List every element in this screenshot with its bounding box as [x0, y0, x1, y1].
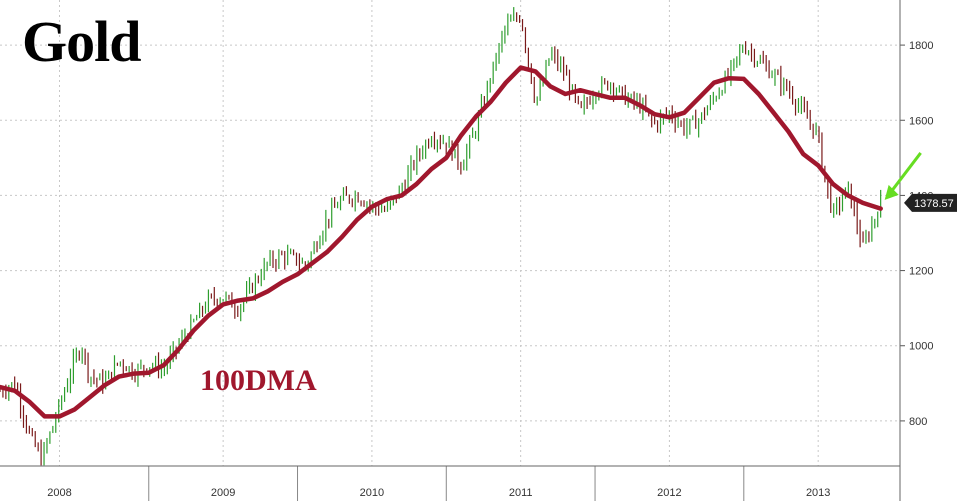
x-tick-label: 2013 — [806, 487, 830, 499]
moving-average-label: 100DMA — [200, 364, 317, 397]
y-tick-label: 1200 — [909, 266, 933, 278]
y-tick-label: 800 — [909, 416, 927, 428]
price-series — [0, 7, 882, 466]
x-tick-label: 2009 — [211, 487, 235, 499]
moving-average-line — [0, 65, 883, 419]
x-tick-label: 2012 — [657, 487, 681, 499]
arrow-shaft — [887, 152, 922, 196]
arrow-icon — [884, 152, 922, 200]
last-price-badge: 1378.57 — [904, 193, 957, 212]
chart-title: Gold — [22, 9, 141, 74]
y-tick-label: 1800 — [909, 40, 933, 52]
last-price-badge-bg — [904, 193, 957, 212]
y-tick-label: 1600 — [909, 115, 933, 127]
last-price-value: 1378.57 — [914, 198, 954, 210]
arrow-head — [884, 184, 899, 200]
x-tick-label: 2010 — [360, 487, 384, 499]
x-tick-label: 2008 — [47, 487, 71, 499]
x-tick-label: 2011 — [509, 487, 533, 499]
y-tick-label: 1000 — [909, 341, 933, 353]
